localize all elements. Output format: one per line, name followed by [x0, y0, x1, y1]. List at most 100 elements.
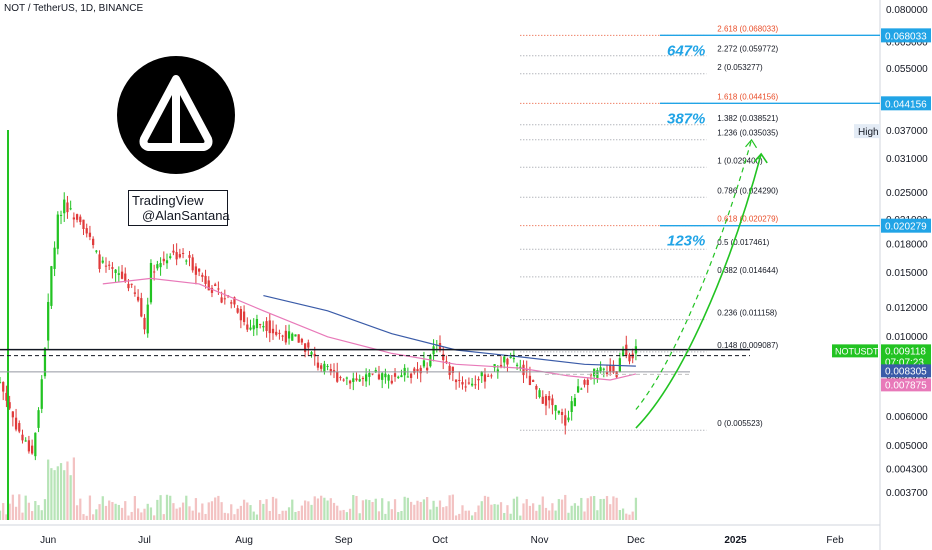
volume-bar [207, 502, 210, 520]
candle-body [445, 361, 448, 363]
volume-bar [323, 497, 326, 520]
volume-bar [30, 511, 34, 520]
volume-bar [50, 468, 53, 520]
volume-bar [554, 510, 557, 520]
volume-bar [140, 512, 143, 520]
volume-bar [297, 511, 300, 520]
volume-bar [66, 461, 69, 520]
volume-bar [316, 498, 320, 520]
candle-body [21, 434, 24, 441]
volume-bar [470, 515, 474, 520]
volume-bar [426, 497, 429, 520]
candle-body [233, 297, 236, 305]
candle-body [43, 348, 47, 377]
volume-bar [281, 510, 284, 520]
volume-bar [480, 501, 483, 520]
candle-body [506, 358, 509, 365]
volume-bar [621, 508, 625, 520]
volume-bar [310, 504, 313, 520]
volume-bar [230, 504, 233, 520]
candle-body [136, 296, 140, 301]
volume-bar [368, 500, 371, 520]
volume-bar [371, 501, 374, 520]
candle-body [284, 330, 287, 343]
candle-body [490, 375, 493, 377]
volume-bar [609, 504, 612, 520]
volume-bar [384, 513, 387, 520]
fib-level-label: 0.618 (0.020279) [717, 215, 778, 224]
candle-body [487, 375, 490, 377]
candle-body [336, 371, 339, 382]
candle-body [185, 260, 188, 262]
candle-body [262, 326, 265, 328]
volume-bar [406, 497, 410, 520]
chart-title: NOT / TetherUS, 1D, BINANCE [4, 3, 144, 14]
volume-bar [339, 510, 342, 520]
volume-bar [348, 508, 352, 520]
volume-bar [275, 498, 278, 520]
arrow-head-dashed [745, 138, 758, 149]
candle-body [181, 252, 185, 254]
volume-bar [612, 496, 615, 520]
candle-body [451, 366, 454, 374]
volume-bar [149, 507, 153, 520]
candle-body [95, 250, 98, 252]
volume-bar [381, 498, 384, 520]
volume-bar [313, 496, 316, 520]
y-tick-label: 0.003700 [886, 488, 928, 499]
volume-bar [515, 496, 519, 520]
high-marker-label: High [858, 127, 879, 138]
volume-bar [156, 499, 159, 520]
volume-bar [461, 505, 464, 520]
candle-body [316, 362, 320, 368]
candle-body [397, 376, 400, 378]
candle-body [40, 379, 43, 409]
candle-body [287, 331, 291, 339]
x-tick-label: Aug [235, 535, 253, 546]
volume-bar [59, 463, 63, 520]
candle-body [593, 368, 596, 377]
candle-body [586, 379, 589, 385]
candle-body [104, 265, 108, 267]
fib-level-label: 1.382 (0.038521) [717, 114, 778, 123]
candle-body [156, 264, 159, 269]
volume-bar [143, 508, 146, 520]
candle-body [464, 386, 467, 388]
volume-bar [47, 459, 50, 520]
volume-bar [387, 501, 390, 520]
volume-bar [544, 507, 548, 520]
volume-bar [5, 514, 8, 520]
volume-bar [442, 507, 445, 520]
candle-body [255, 319, 259, 329]
y-tick-label: 0.018000 [886, 239, 928, 250]
volume-bar [201, 503, 204, 520]
volume-bar [525, 499, 528, 520]
volume-bar [419, 501, 422, 520]
ema-price-text: 0.008305 [885, 366, 927, 377]
volume-bar [43, 499, 47, 520]
candle-body [56, 214, 59, 249]
volume-bar [342, 509, 345, 520]
candle-body [599, 367, 602, 372]
volume-bar [287, 507, 291, 520]
candle-body [605, 371, 609, 374]
candle-body [140, 298, 143, 317]
volume-bar [210, 501, 214, 520]
fib-level-label: 0 (0.005523) [717, 419, 763, 428]
candle-body [400, 375, 403, 378]
volume-bar [538, 504, 541, 520]
ema-price-tag [881, 364, 931, 378]
candle-body [413, 368, 416, 373]
x-tick-label: Jun [40, 535, 56, 546]
candle-body [426, 367, 429, 371]
candle-body [236, 308, 239, 313]
candle-body [207, 280, 210, 291]
volume-bar [178, 507, 181, 520]
volume-bar [124, 501, 127, 520]
volume-bar [557, 499, 560, 520]
candle-body [239, 309, 242, 321]
candle-body [0, 382, 2, 384]
x-tick-label: Dec [627, 535, 645, 546]
candle-body [387, 375, 390, 381]
